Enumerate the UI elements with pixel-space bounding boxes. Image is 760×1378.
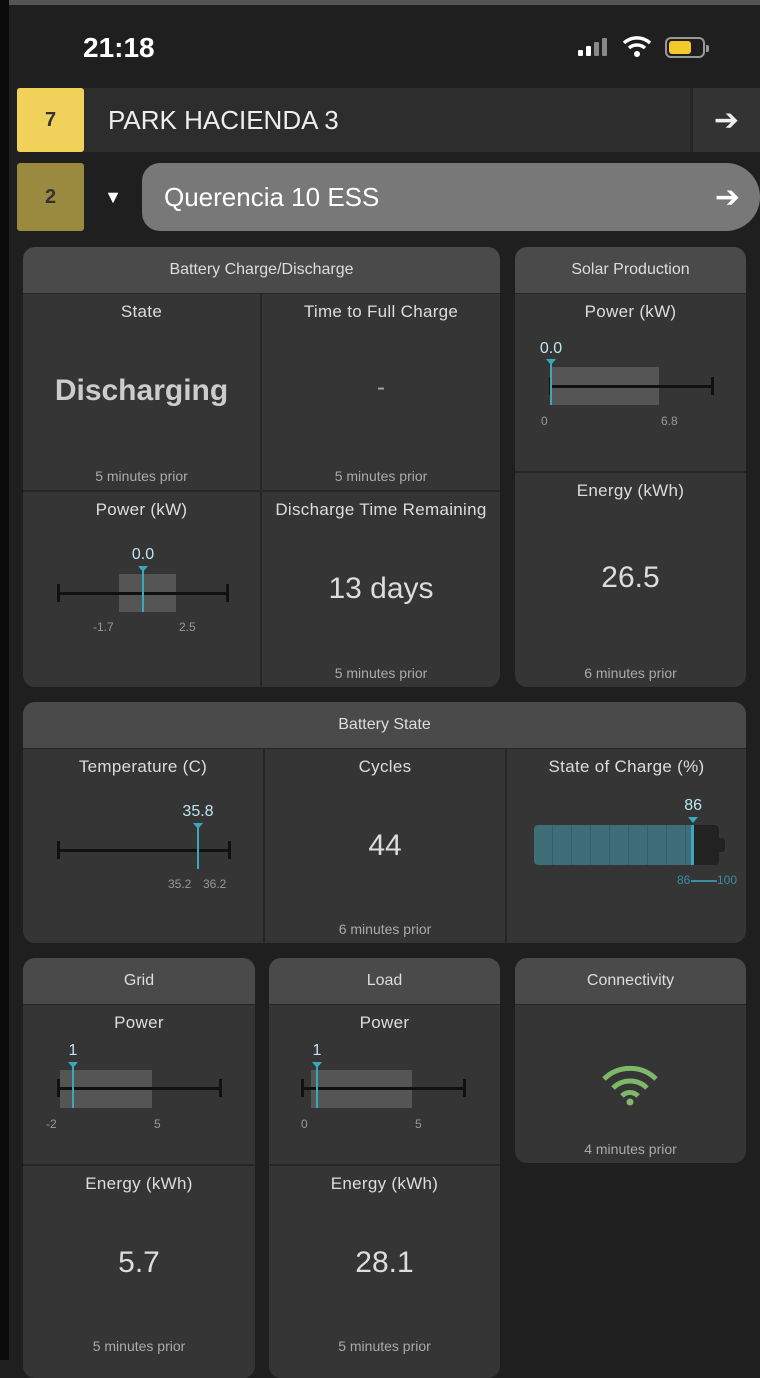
state-cell: State Discharging 5 minutes prior (23, 294, 260, 490)
device-row[interactable]: 2 ▼ Querencia 10 ESS ➔ (17, 163, 760, 231)
cycles-cell: Cycles 44 6 minutes prior (265, 749, 505, 943)
cell-label: State (120, 302, 163, 321)
cell-label: Power (kW) (95, 500, 188, 519)
card-title: Solar Production (515, 247, 746, 293)
cell-label: Discharge Time Remaining (275, 500, 487, 519)
cell-label: Power (kW) (584, 302, 677, 321)
grid-card: Grid Power 1 -2 5 Energy (kWh) 5.7 5 min… (23, 958, 255, 1378)
arrow-right-icon[interactable]: ➔ (714, 180, 740, 214)
battery-power-cell: Power (kW) 0.0 -1.7 2.5 (23, 492, 260, 687)
discharge-time-cell: Discharge Time Remaining 13 days 5 minut… (262, 492, 500, 687)
battery-state-card: Battery State Temperature (C) 35.8 35.2 … (23, 702, 746, 943)
updated-text: 5 minutes prior (95, 468, 188, 484)
gauge-value: 86 (684, 797, 702, 814)
load-power-gauge: 1 0 5 (269, 1005, 500, 1164)
gauge-value: 1 (312, 1042, 322, 1059)
arrow-right-icon: ➔ (713, 103, 740, 137)
cell-label: State of Charge (%) (548, 757, 705, 776)
cell-label: Temperature (C) (78, 757, 208, 776)
cell-label: Cycles (358, 757, 412, 776)
updated-text: 5 minutes prior (338, 1338, 431, 1354)
state-value: Discharging (54, 374, 229, 407)
gauge-min: 35.2 (168, 877, 192, 891)
discharge-time-value: 13 days (328, 572, 434, 605)
gauge-min: 0 (541, 414, 548, 428)
updated-text: 6 minutes prior (584, 665, 677, 681)
updated-text: 4 minutes prior (584, 1141, 677, 1157)
card-title: Battery Charge/Discharge (23, 247, 500, 293)
gauge-min: -1.7 (93, 620, 114, 634)
grid-power-gauge: 1 -2 5 (23, 1005, 255, 1164)
soc-cell: State of Charge (%) 86 86 100 (507, 749, 746, 943)
solar-card: Solar Production Power (kW) 0.0 0 6.8 En… (515, 247, 746, 687)
connectivity-cell: 4 minutes prior (515, 1005, 746, 1163)
cell-label: Time to Full Charge (303, 302, 459, 321)
cell-label: Energy (kWh) (576, 481, 685, 500)
device-badge: 2 (17, 163, 84, 231)
battery-status-icon (665, 37, 709, 58)
battery-power-gauge: 0.0 -1.7 2.5 (23, 492, 260, 687)
status-time: 21:18 (83, 32, 155, 63)
solar-power-gauge: 0.0 0 6.8 (515, 294, 746, 471)
gauge-value: 35.8 (182, 803, 214, 820)
gauge-min: 0 (301, 1117, 308, 1131)
temperature-cell: Temperature (C) 35.8 35.2 36.2 (23, 749, 263, 943)
cell-label: Power (114, 1013, 164, 1032)
cell-label: Energy (kWh) (85, 1174, 193, 1193)
wifi-icon (602, 1065, 658, 1106)
cell-label: Energy (kWh) (330, 1174, 439, 1193)
time-to-full-value: - (377, 374, 385, 401)
device-selector[interactable]: Querencia 10 ESS ➔ (142, 163, 760, 231)
gauge-max: 2.5 (179, 620, 196, 634)
load-power-cell: Power 1 0 5 (269, 1005, 500, 1164)
cell-label: Power (359, 1013, 410, 1032)
site-row[interactable]: 7 PARK HACIENDA 3 ➔ (17, 88, 760, 152)
gauge-min: 86 (677, 873, 691, 887)
top-border (0, 0, 760, 5)
left-edge (0, 0, 9, 1360)
gauge-max: 5 (154, 1117, 161, 1131)
load-energy-value: 28.1 (355, 1246, 414, 1279)
grid-energy-value: 5.7 (118, 1246, 160, 1279)
solar-energy-value: 26.5 (601, 561, 660, 594)
site-badge: 7 (17, 88, 84, 152)
connectivity-card: Connectivity 4 minutes prior (515, 958, 746, 1163)
solar-energy-cell: Energy (kWh) 26.5 6 minutes prior (515, 473, 746, 687)
grid-power-cell: Power 1 -2 5 (23, 1005, 255, 1164)
gauge-max: 100 (717, 873, 738, 887)
site-arrow-button[interactable]: ➔ (690, 88, 760, 152)
solar-power-cell: Power (kW) 0.0 0 6.8 (515, 294, 746, 471)
grid-energy-cell: Energy (kWh) 5.7 5 minutes prior (23, 1166, 255, 1378)
card-title: Battery State (23, 702, 746, 748)
cellular-signal-icon (578, 38, 607, 56)
gauge-value: 0.0 (131, 546, 155, 563)
gauge-max: 36.2 (203, 877, 227, 891)
card-title: Load (269, 958, 500, 1004)
card-title: Grid (23, 958, 255, 1004)
battery-charge-card: Battery Charge/Discharge State Dischargi… (23, 247, 500, 687)
gauge-value: 1 (68, 1042, 78, 1059)
updated-text: 5 minutes prior (92, 1338, 186, 1354)
updated-text: 5 minutes prior (334, 665, 428, 681)
site-name[interactable]: PARK HACIENDA 3 (108, 104, 339, 135)
card-title: Connectivity (515, 958, 746, 1004)
load-energy-cell: Energy (kWh) 28.1 5 minutes prior (269, 1166, 500, 1378)
gauge-min: -2 (46, 1117, 57, 1131)
gauge-value: 0.0 (539, 340, 563, 357)
temperature-gauge: 35.8 35.2 36.2 (23, 749, 263, 943)
wifi-status-icon (622, 36, 652, 57)
time-to-full-cell: Time to Full Charge - 5 minutes prior (262, 294, 500, 490)
gauge-max: 6.8 (661, 414, 678, 428)
soc-battery-gauge: 86 86 100 (507, 749, 746, 943)
device-name: Querencia 10 ESS (164, 181, 380, 212)
updated-text: 6 minutes prior (338, 921, 432, 937)
gauge-max: 5 (415, 1117, 422, 1131)
load-card: Load Power 1 0 5 Energy (kWh) 28.1 5 min… (269, 958, 500, 1378)
updated-text: 5 minutes prior (334, 468, 428, 484)
cycles-value: 44 (368, 829, 402, 862)
caret-down-icon[interactable]: ▼ (104, 186, 122, 207)
